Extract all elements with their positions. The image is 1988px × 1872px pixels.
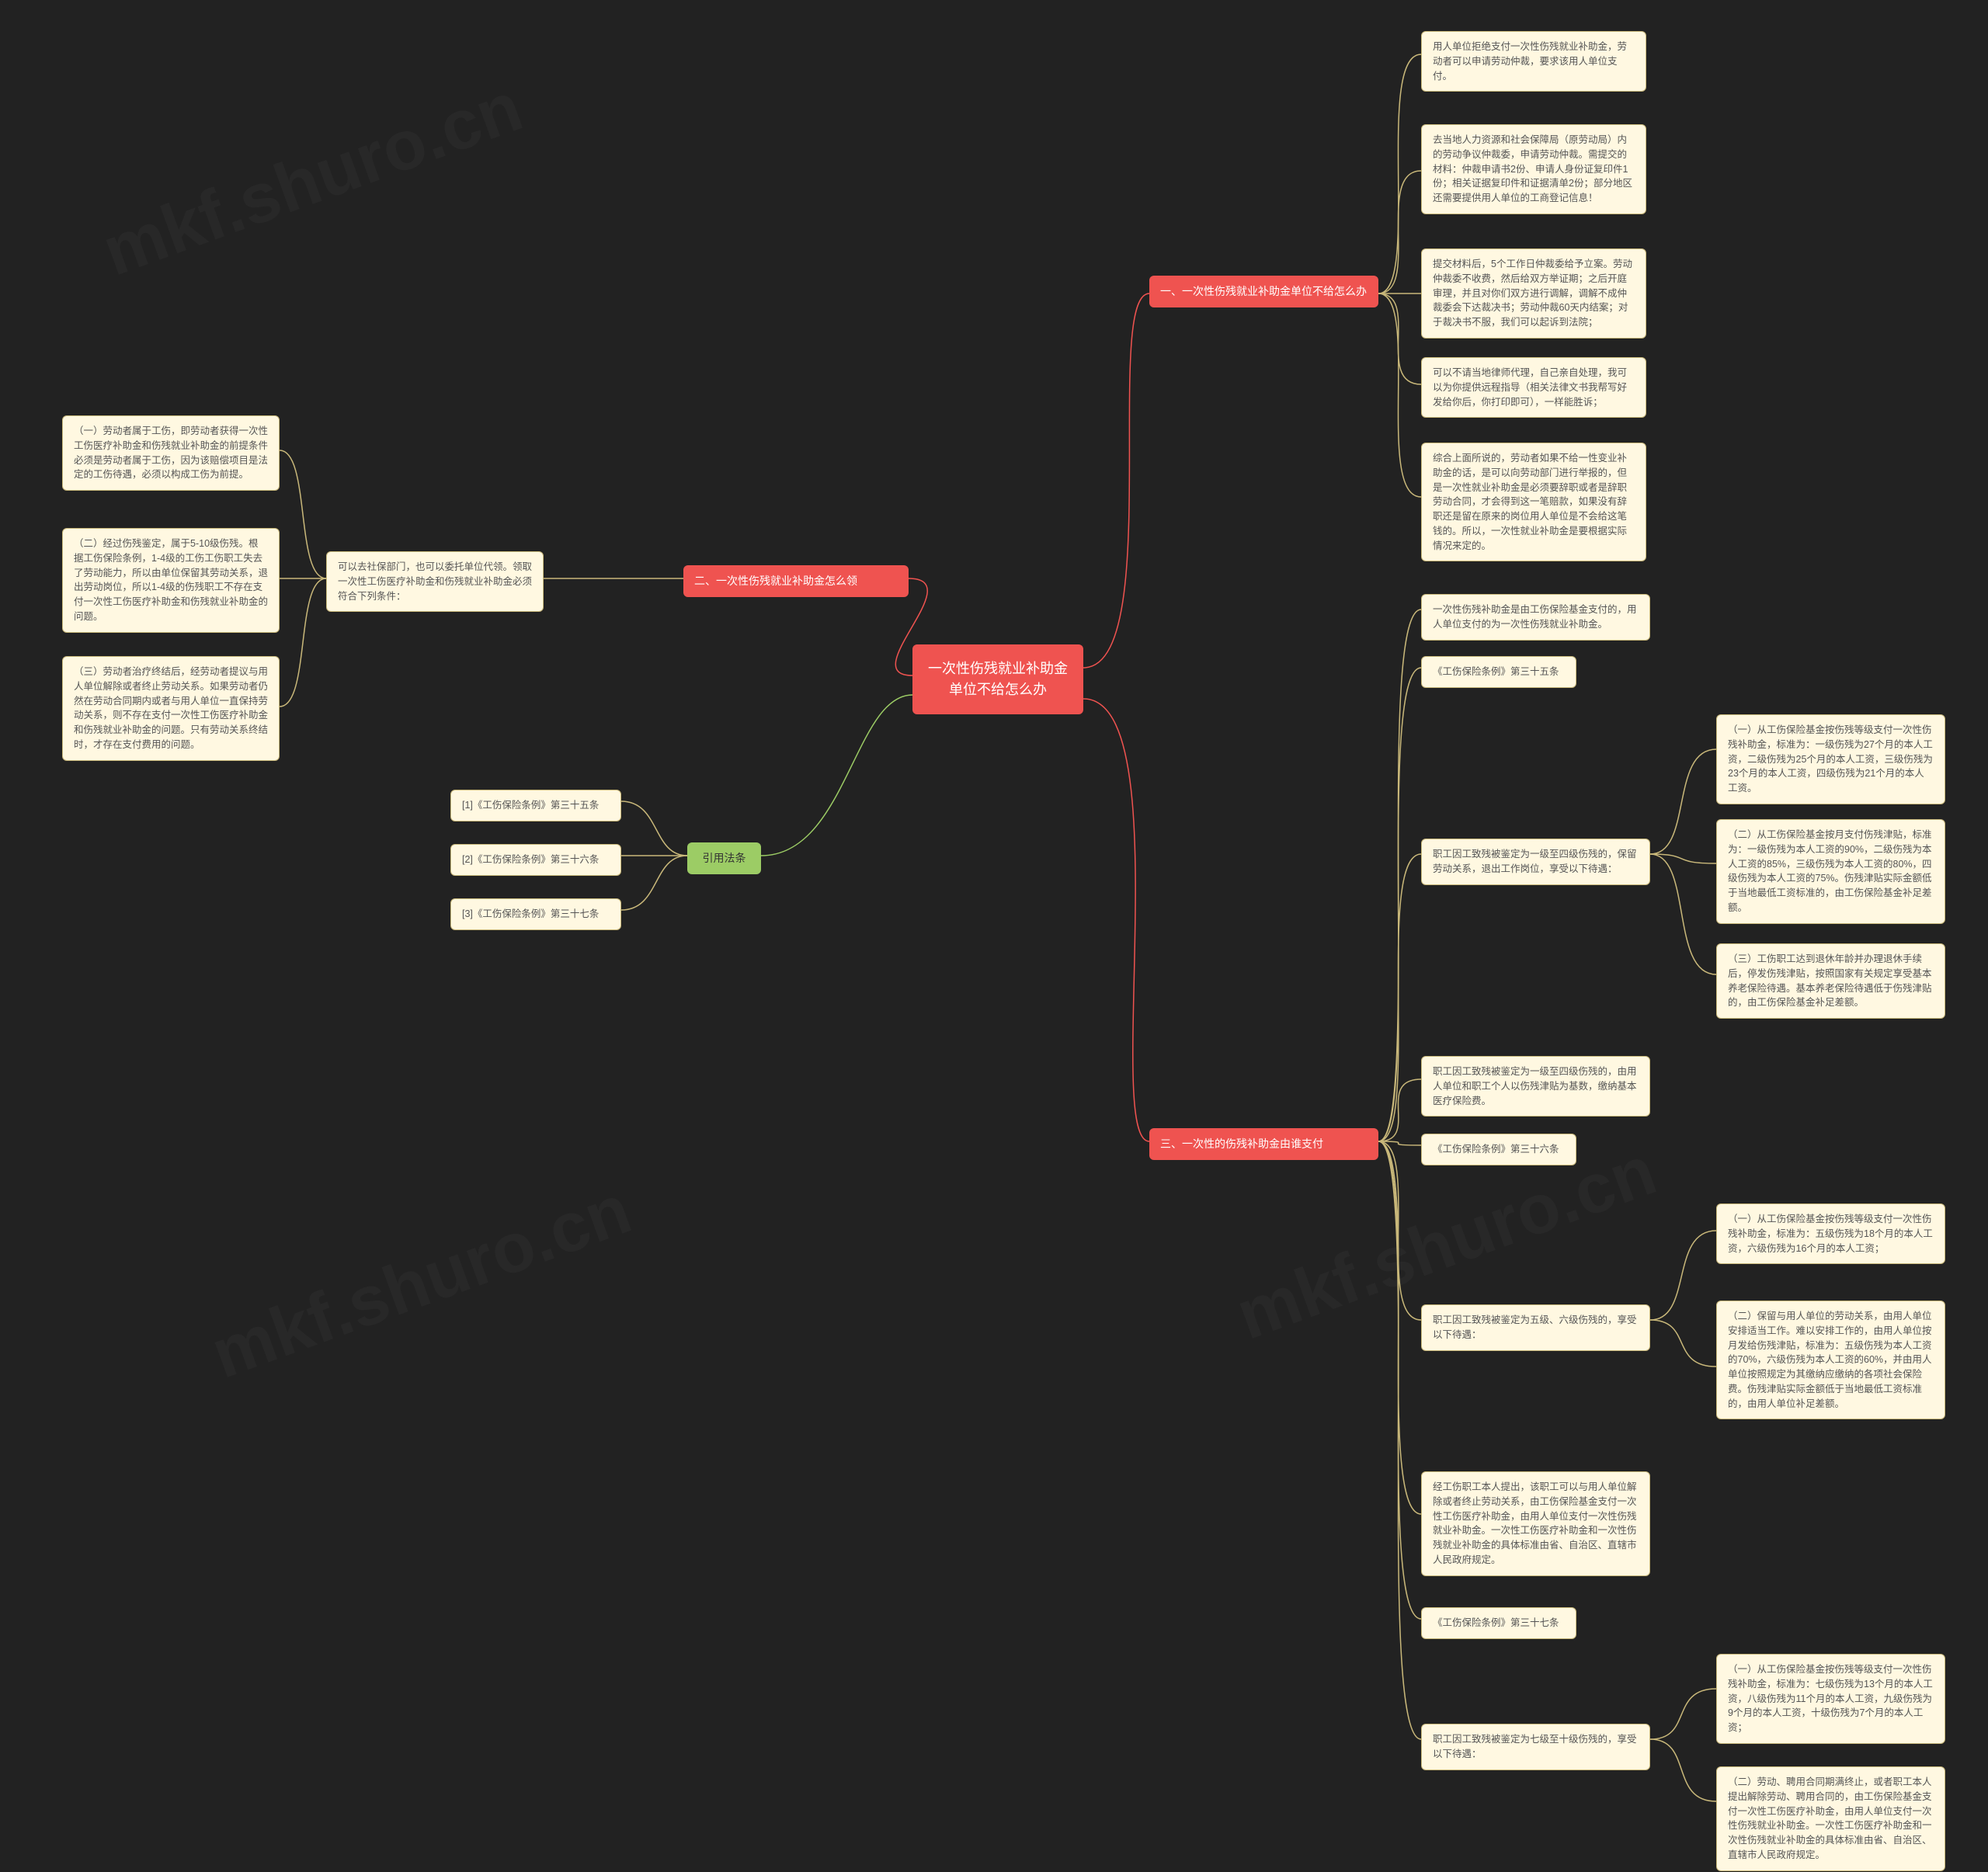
branch3-item: 职工因工致残被鉴定为一级至四级伤残的，保留劳动关系，退出工作岗位，享受以下待遇： <box>1421 839 1650 885</box>
branch3-item: 经工伤职工本人提出，该职工可以与用人单位解除或者终止劳动关系，由工伤保险基金支付… <box>1421 1471 1650 1576</box>
branch3-sub35: （三）工伤职工达到退休年龄并办理退休手续后，停发伤残津贴，按照国家有关规定享受基… <box>1716 943 1945 1019</box>
branch3-sub36: （二）保留与用人单位的劳动关系，由用人单位安排适当工作。难以安排工作的，由用人单… <box>1716 1301 1945 1419</box>
branch1-leaf: 综合上面所说的，劳动者如果不给一性变业补助金的话，是可以向劳动部门进行举报的，但… <box>1421 443 1646 561</box>
branch1-leaf: 可以不请当地律师代理，自己亲自处理，我可以为你提供远程指导（相关法律文书我帮写好… <box>1421 357 1646 418</box>
refs-title: 引用法条 <box>687 842 761 874</box>
branch1-leaf: 提交材料后，5个工作日仲裁委给予立案。劳动仲裁委不收费，然后给双方举证期；之后开… <box>1421 248 1646 339</box>
branch3-sub35: （二）从工伤保险基金按月支付伤残津贴，标准为：一级伤残为本人工资的90%，二级伤… <box>1716 819 1945 924</box>
branch2-title: 二、一次性伤残就业补助金怎么领 <box>683 565 909 597</box>
branch1-leaf: 去当地人力资源和社会保障局（原劳动局）内的劳动争议仲裁委，申请劳动仲裁。需提交的… <box>1421 124 1646 214</box>
branch3-title: 三、一次性的伤残补助金由谁支付 <box>1149 1128 1378 1160</box>
watermark: mkf.shuro.cn <box>92 67 532 292</box>
branch3-item: 职工因工致残被鉴定为七级至十级伤残的，享受以下待遇： <box>1421 1724 1650 1770</box>
root-node: 一次性伤残就业补助金单位不给怎么办 <box>912 644 1083 714</box>
branch3-sub36: （一）从工伤保险基金按伤残等级支付一次性伤残补助金，标准为：五级伤残为18个月的… <box>1716 1203 1945 1264</box>
refs-item: [1]《工伤保险条例》第三十五条 <box>450 790 621 821</box>
branch1-title: 一、一次性伤残就业补助金单位不给怎么办 <box>1149 276 1378 307</box>
branch1-leaf: 用人单位拒绝支付一次性伤残就业补助金，劳动者可以申请劳动仲裁，要求该用人单位支付… <box>1421 31 1646 92</box>
branch2-mid: 可以去社保部门，也可以委托单位代领。领取一次性工伤医疗补助金和伤残就业补助金必须… <box>326 551 544 612</box>
refs-item: [2]《工伤保险条例》第三十六条 <box>450 844 621 876</box>
branch3-item: 《工伤保险条例》第三十六条 <box>1421 1134 1576 1165</box>
watermark: mkf.shuro.cn <box>201 1169 641 1394</box>
branch3-item: 职工因工致残被鉴定为一级至四级伤残的，由用人单位和职工个人以伤残津贴为基数，缴纳… <box>1421 1056 1650 1117</box>
connector-lines <box>0 0 1988 1872</box>
branch2-leaf: （一）劳动者属于工伤，即劳动者获得一次性工伤医疗补助金和伤残就业补助金的前提条件… <box>62 415 280 491</box>
branch3-item: 职工因工致残被鉴定为五级、六级伤残的，享受以下待遇： <box>1421 1304 1650 1351</box>
branch3-item: 一次性伤残补助金是由工伤保险基金支付的，用人单位支付的为一次性伤残就业补助金。 <box>1421 594 1650 641</box>
refs-item: [3]《工伤保险条例》第三十七条 <box>450 898 621 930</box>
branch2-leaf: （二）经过伤残鉴定，属于5-10级伤残。根据工伤保险条例，1-4级的工伤工伤职工… <box>62 528 280 633</box>
branch3-sub37: （一）从工伤保险基金按伤残等级支付一次性伤残补助金，标准为：七级伤残为13个月的… <box>1716 1654 1945 1744</box>
branch3-sub37: （二）劳动、聘用合同期满终止，或者职工本人提出解除劳动、聘用合同的，由工伤保险基… <box>1716 1766 1945 1871</box>
branch2-leaf: （三）劳动者治疗终结后，经劳动者提议与用人单位解除或者终止劳动关系。如果劳动者仍… <box>62 656 280 761</box>
branch3-item: 《工伤保险条例》第三十七条 <box>1421 1607 1576 1639</box>
branch3-item: 《工伤保险条例》第三十五条 <box>1421 656 1576 688</box>
branch3-sub35: （一）从工伤保险基金按伤残等级支付一次性伤残补助金，标准为：一级伤残为27个月的… <box>1716 714 1945 804</box>
